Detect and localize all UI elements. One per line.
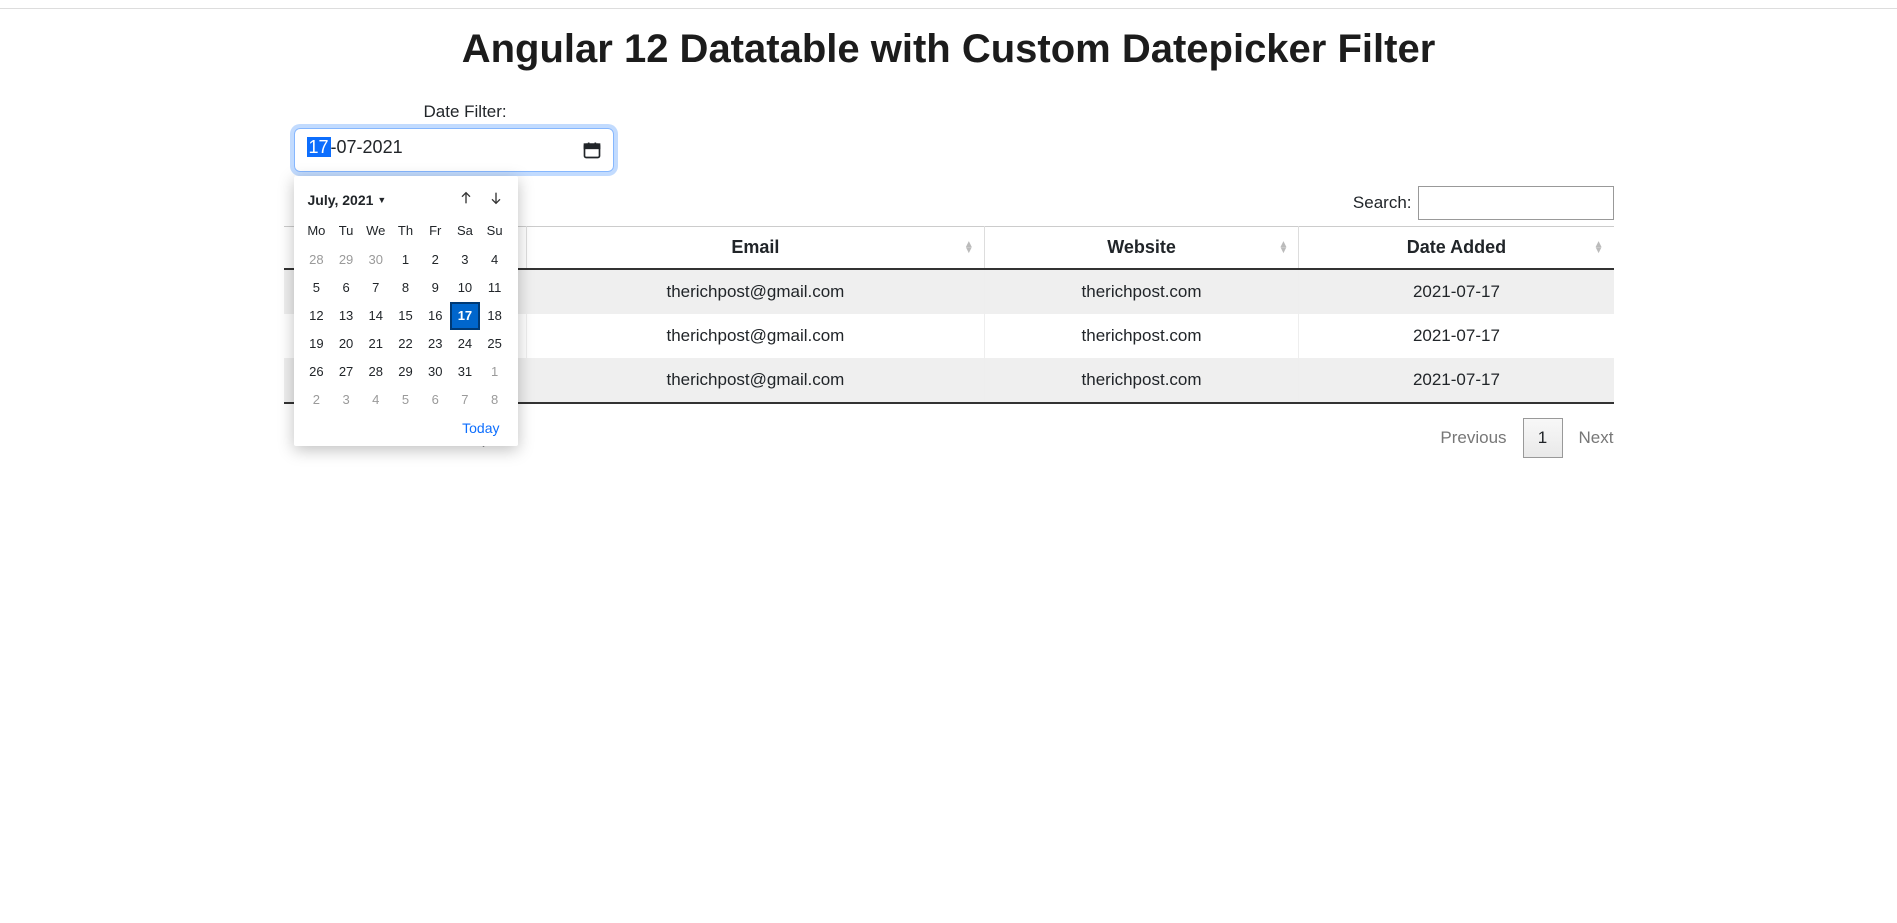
calendar-day[interactable]: 12 [302, 302, 332, 330]
page-number-button[interactable]: 1 [1523, 418, 1563, 458]
table-cell: therichpost.com [984, 269, 1299, 314]
column-header[interactable]: Date Added ▲▼ [1299, 227, 1614, 270]
calendar-day[interactable]: 26 [302, 358, 332, 386]
calendar-day[interactable]: 4 [361, 386, 391, 414]
calendar-dow: Fr [420, 219, 450, 246]
calendar-day[interactable]: 18 [480, 302, 510, 330]
calendar-prev-button[interactable] [458, 190, 474, 209]
table-cell: 2021-07-17 [1299, 314, 1614, 358]
calendar-day[interactable]: 29 [331, 246, 361, 274]
calendar-day[interactable]: 27 [331, 358, 361, 386]
calendar-day[interactable]: 5 [391, 386, 421, 414]
date-filter-label: Date Filter: [424, 102, 1614, 122]
column-header[interactable]: Email ▲▼ [527, 227, 985, 270]
table-cell: therichpost@gmail.com [527, 269, 985, 314]
calendar-dow: Th [391, 219, 421, 246]
calendar-day[interactable]: 9 [420, 274, 450, 302]
column-header-label: Email [731, 237, 779, 257]
calendar-day[interactable]: 19 [302, 330, 332, 358]
calendar-day[interactable]: 15 [391, 302, 421, 330]
calendar-dow: Mo [302, 219, 332, 246]
table-cell: 2021-07-17 [1299, 358, 1614, 403]
calendar-day[interactable]: 20 [331, 330, 361, 358]
calendar-day[interactable]: 1 [391, 246, 421, 274]
next-page-button[interactable]: Next [1579, 428, 1614, 448]
calendar-day[interactable]: 31 [450, 358, 480, 386]
calendar-day[interactable]: 30 [361, 246, 391, 274]
search-label: Search: [1353, 193, 1412, 213]
calendar-day[interactable]: 30 [420, 358, 450, 386]
calendar-day[interactable]: 13 [331, 302, 361, 330]
calendar-day[interactable]: 2 [302, 386, 332, 414]
top-divider [0, 8, 1897, 9]
calendar-day[interactable]: 11 [480, 274, 510, 302]
calendar-day[interactable]: 8 [391, 274, 421, 302]
column-header-label: Date Added [1407, 237, 1506, 257]
calendar-body: 2829301234567891011121314151617181920212… [302, 246, 510, 414]
prev-page-button[interactable]: Previous [1440, 428, 1506, 448]
calendar-day[interactable]: 7 [450, 386, 480, 414]
date-input[interactable]: 17-07-2021 [294, 128, 614, 172]
calendar-icon[interactable] [582, 140, 602, 160]
table-cell: therichpost.com [984, 358, 1299, 403]
calendar-month-label: July, 2021 [308, 192, 374, 208]
calendar-dow-row: MoTuWeThFrSaSu [302, 219, 510, 246]
calendar-day[interactable]: 25 [480, 330, 510, 358]
date-input-wrap: 17-07-2021 July, 2021 ▼ [294, 128, 614, 172]
date-input-text: 17-07-2021 [307, 137, 403, 157]
column-header[interactable]: Website ▲▼ [984, 227, 1299, 270]
calendar-day[interactable]: 6 [420, 386, 450, 414]
table-cell: therichpost@gmail.com [527, 314, 985, 358]
caret-down-icon: ▼ [377, 195, 386, 205]
calendar-day[interactable]: 17 [450, 302, 480, 330]
column-header-label: Website [1107, 237, 1176, 257]
calendar-day[interactable]: 4 [480, 246, 510, 274]
calendar-day[interactable]: 5 [302, 274, 332, 302]
calendar-day[interactable]: 29 [391, 358, 421, 386]
calendar-next-button[interactable] [488, 190, 504, 209]
calendar-popup: July, 2021 ▼ MoTuWeThFrSaSu 282930123456… [294, 176, 518, 446]
calendar-day[interactable]: 3 [331, 386, 361, 414]
calendar-day[interactable]: 7 [361, 274, 391, 302]
table-cell: 2021-07-17 [1299, 269, 1614, 314]
calendar-day[interactable]: 10 [450, 274, 480, 302]
sort-icon: ▲▼ [1278, 242, 1288, 254]
calendar-dow: Sa [450, 219, 480, 246]
sort-icon: ▲▼ [1594, 242, 1604, 254]
calendar-day[interactable]: 6 [331, 274, 361, 302]
pagination: Previous 1 Next [1440, 418, 1613, 458]
calendar-day[interactable]: 28 [361, 358, 391, 386]
calendar-month-button[interactable]: July, 2021 ▼ [308, 192, 387, 208]
calendar-day[interactable]: 16 [420, 302, 450, 330]
calendar-day[interactable]: 23 [420, 330, 450, 358]
calendar-day[interactable]: 1 [480, 358, 510, 386]
table-cell: therichpost@gmail.com [527, 358, 985, 403]
sort-icon: ▲▼ [964, 242, 974, 254]
search-input[interactable] [1418, 186, 1614, 220]
calendar-day[interactable]: 2 [420, 246, 450, 274]
calendar-day[interactable]: 24 [450, 330, 480, 358]
calendar-dow: Tu [331, 219, 361, 246]
calendar-dow: We [361, 219, 391, 246]
calendar-dow: Su [480, 219, 510, 246]
calendar-day[interactable]: 28 [302, 246, 332, 274]
calendar-day[interactable]: 3 [450, 246, 480, 274]
page-title: Angular 12 Datatable with Custom Datepic… [284, 27, 1614, 72]
calendar-today-link[interactable]: Today [462, 420, 499, 436]
date-input-day-selected: 17 [307, 137, 331, 157]
calendar-day[interactable]: 21 [361, 330, 391, 358]
table-cell: therichpost.com [984, 314, 1299, 358]
calendar-day[interactable]: 14 [361, 302, 391, 330]
calendar-day[interactable]: 8 [480, 386, 510, 414]
calendar-day[interactable]: 22 [391, 330, 421, 358]
date-input-rest: -07-2021 [331, 137, 403, 157]
